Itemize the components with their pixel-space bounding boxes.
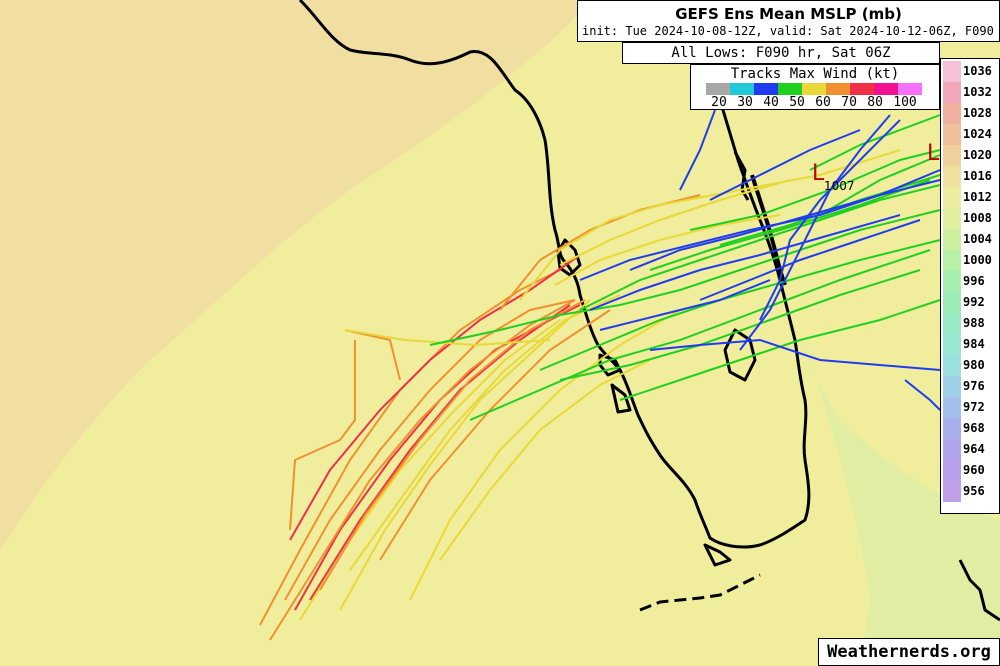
mslp-swatch bbox=[943, 397, 961, 418]
mslp-swatch bbox=[943, 124, 961, 145]
mslp-label: 980 bbox=[963, 358, 985, 372]
mslp-label: 996 bbox=[963, 274, 985, 288]
mslp-swatches bbox=[943, 61, 961, 502]
mslp-label: 1016 bbox=[963, 169, 992, 183]
mslp-swatch bbox=[943, 145, 961, 166]
mslp-swatch bbox=[943, 271, 961, 292]
mslp-swatch bbox=[943, 439, 961, 460]
mslp-swatch bbox=[943, 460, 961, 481]
mslp-label: 984 bbox=[963, 337, 985, 351]
title-box: GEFS Ens Mean MSLP (mb) init: Tue 2024-1… bbox=[577, 0, 1000, 42]
mslp-swatch bbox=[943, 292, 961, 313]
low-marker-edge: L bbox=[927, 141, 940, 166]
mslp-labels: 1036 1032 1028 1024 1020 1016 1012 1008 1004 1000… bbox=[963, 61, 992, 502]
mslp-label: 972 bbox=[963, 400, 985, 414]
tracks-tick: 40 bbox=[763, 95, 779, 110]
tracks-swatch bbox=[802, 83, 826, 95]
storm-tracks bbox=[259, 149, 901, 641]
pressure-fill-1016 bbox=[0, 0, 590, 550]
mslp-label: 1008 bbox=[963, 211, 992, 225]
tracks-tick: 100 bbox=[893, 95, 917, 110]
mslp-swatch bbox=[943, 334, 961, 355]
mslp-swatch bbox=[943, 229, 961, 250]
tracks-tick: 30 bbox=[737, 95, 753, 110]
tracks-legend: Tracks Max Wind (kt) 20 30 40 50 60 70 80 100 bbox=[690, 64, 940, 110]
mslp-swatch bbox=[943, 103, 961, 124]
tracks-ticks: 20 30 40 50 60 70 80 100 bbox=[706, 95, 922, 110]
mslp-swatch bbox=[943, 418, 961, 439]
tracks-swatch bbox=[826, 83, 850, 95]
tracks-colorbar bbox=[706, 83, 922, 95]
tracks-tick: 70 bbox=[841, 95, 857, 110]
tracks-tick: 80 bbox=[867, 95, 883, 110]
storm-tracks-blue bbox=[579, 109, 941, 411]
mslp-label: 1028 bbox=[963, 106, 992, 120]
lows-label: All Lows: F090 hr, Sat 06Z bbox=[622, 42, 940, 64]
tracks-swatch bbox=[730, 83, 754, 95]
chart-subtitle: init: Tue 2024-10-08-12Z, valid: Sat 202… bbox=[582, 24, 1000, 38]
mslp-swatch bbox=[943, 313, 961, 334]
mslp-label: 1036 bbox=[963, 64, 992, 78]
mslp-label: 1020 bbox=[963, 148, 992, 162]
low-marker-1007: L 1007 bbox=[812, 161, 855, 193]
mslp-label: 992 bbox=[963, 295, 985, 309]
mslp-label: 976 bbox=[963, 379, 985, 393]
tracks-swatch bbox=[898, 83, 922, 95]
mslp-swatch bbox=[943, 187, 961, 208]
mslp-label: 1024 bbox=[963, 127, 992, 141]
mslp-label: 960 bbox=[963, 463, 985, 477]
tracks-tick: 50 bbox=[789, 95, 805, 110]
mslp-swatch bbox=[943, 355, 961, 376]
mslp-label: 988 bbox=[963, 316, 985, 330]
mslp-label: 956 bbox=[963, 484, 985, 498]
mslp-swatch bbox=[943, 250, 961, 271]
mslp-label: 968 bbox=[963, 421, 985, 435]
mslp-swatch bbox=[943, 82, 961, 103]
mslp-swatch bbox=[943, 481, 961, 502]
tracks-swatch bbox=[850, 83, 874, 95]
tracks-swatch bbox=[874, 83, 898, 95]
mslp-swatch bbox=[943, 61, 961, 82]
tracks-swatch bbox=[778, 83, 802, 95]
mslp-colorbar: 1036 1032 1028 1024 1020 1016 1012 1008 1004 1000… bbox=[940, 58, 1000, 514]
mslp-label: 1004 bbox=[963, 232, 992, 246]
chart-title: GEFS Ens Mean MSLP (mb) bbox=[675, 5, 902, 23]
mslp-label: 1012 bbox=[963, 190, 992, 204]
credit-label[interactable]: Weathernerds.org bbox=[818, 638, 1000, 666]
tracks-swatch bbox=[706, 83, 730, 95]
low-symbol-edge: L bbox=[927, 141, 940, 166]
tracks-swatch bbox=[754, 83, 778, 95]
tracks-tick: 20 bbox=[711, 95, 727, 110]
mslp-swatch bbox=[943, 208, 961, 229]
tracks-legend-title: Tracks Max Wind (kt) bbox=[730, 66, 900, 82]
tracks-tick: 60 bbox=[815, 95, 831, 110]
mslp-label: 964 bbox=[963, 442, 985, 456]
low-value: 1007 bbox=[824, 179, 855, 193]
mslp-label: 1000 bbox=[963, 253, 992, 267]
mslp-swatch bbox=[943, 166, 961, 187]
mslp-label: 1032 bbox=[963, 85, 992, 99]
mslp-swatch bbox=[943, 376, 961, 397]
low-symbol: L bbox=[812, 161, 825, 186]
pressure-fill-1008 bbox=[800, 330, 1000, 666]
